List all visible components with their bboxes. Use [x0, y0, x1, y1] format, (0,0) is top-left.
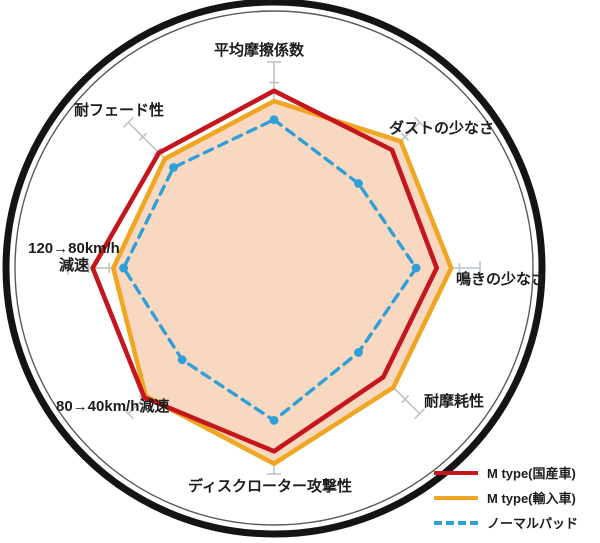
- legend-label-m-type-domestic: M type(国産車): [487, 466, 576, 481]
- axis-label-wear-resistance: 耐摩耗性: [424, 393, 485, 410]
- legend: M type(国産車) M type(輸入車) ノーマルパッド: [434, 460, 594, 535]
- legend-item-m-type-imported: M type(輸入車): [434, 485, 594, 510]
- axis-label-fade-resistance: 耐フェード性: [74, 102, 165, 119]
- axis-label-deceleration-80-40: 80→40km/h減速: [56, 398, 170, 415]
- axis-label-deceleration-120-80-line2: 減速: [58, 257, 89, 275]
- axis-label-average-friction-coefficient: 平均摩擦係数: [214, 42, 305, 59]
- axis-label-low-dust: ダストの少なさ: [389, 120, 495, 137]
- legend-item-normal-pad: ノーマルパッド: [434, 510, 594, 535]
- axis-label-low-noise: 鳴きの少なさ: [456, 271, 547, 288]
- radar-series: [90, 88, 454, 467]
- legend-label-m-type-imported: M type(輸入車): [487, 491, 576, 506]
- axis-label-deceleration-120-80-line1: 120→80km/h: [28, 240, 120, 257]
- legend-label-normal-pad: ノーマルパッド: [487, 516, 579, 531]
- outer-ring-thick: [2, 0, 546, 538]
- outer-ring-thin: [14, 10, 534, 526]
- axis-label-rotor-attack: ディスクローター攻撃性: [188, 478, 352, 495]
- axis-label-deceleration-120-80: 120→80km/h 減速: [14, 240, 134, 275]
- legend-item-m-type-domestic: M type(国産車): [434, 460, 594, 485]
